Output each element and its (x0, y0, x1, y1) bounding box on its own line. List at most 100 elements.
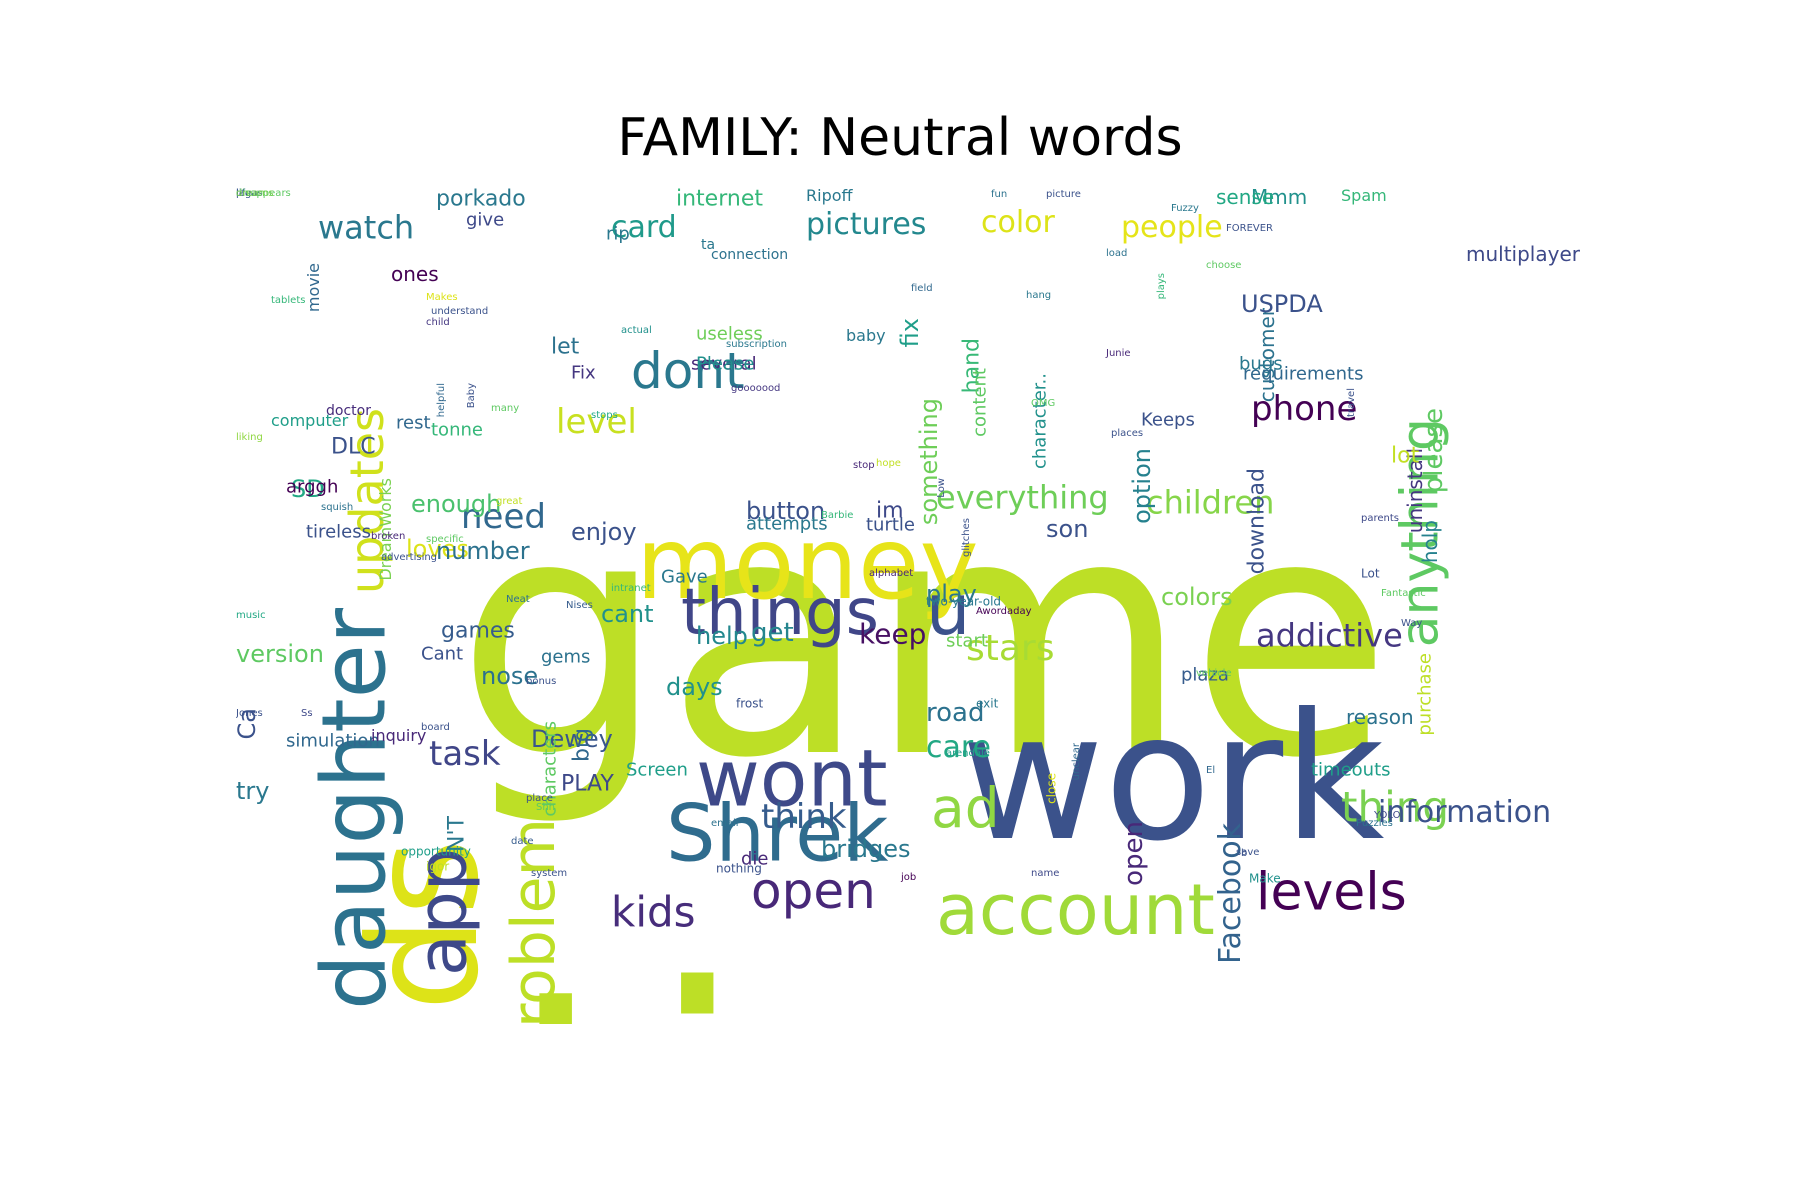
word-179: many (491, 403, 519, 414)
word-194: save (1236, 847, 1259, 858)
word-109: Please (696, 353, 754, 374)
word-100: Screen (626, 759, 688, 780)
word-45: get (751, 618, 794, 648)
word-129: doctor (326, 403, 371, 419)
word-69: version (236, 640, 324, 668)
word-56: bridges (821, 835, 911, 863)
word-136: music (236, 610, 266, 621)
word-148: frost (736, 697, 763, 711)
word-94: simulation (286, 730, 380, 751)
word-117: Ripoff (806, 188, 854, 205)
word-23: phone (1251, 389, 1357, 429)
word-195: life (236, 188, 251, 199)
word-26: children (1146, 484, 1274, 522)
word-135: great (496, 496, 523, 507)
word-189: fun (991, 189, 1007, 200)
word-98: attempts (746, 513, 828, 534)
word-187: places (1111, 428, 1143, 439)
word-3: ads (338, 838, 512, 1024)
word-50: uninstall (1403, 448, 1427, 533)
word-182: choose (1206, 260, 1241, 271)
word-143: stop (853, 460, 875, 471)
word-57: loves (406, 535, 469, 563)
word-84: PLAY (561, 772, 614, 797)
word-140: Barbie (821, 510, 853, 521)
word-13: ad (931, 776, 1000, 840)
word-141: hope (876, 458, 901, 469)
word-190: picture (1046, 189, 1081, 200)
chart-title: FAMILY: Neutral words (617, 108, 1183, 168)
word-41: fix (896, 318, 924, 347)
word-103: plaza (1181, 664, 1229, 685)
word-58: days (666, 673, 723, 701)
word-198: disappears (236, 188, 291, 199)
word-59: son (1046, 515, 1088, 543)
word-151: arendale (946, 748, 990, 759)
word-66: games (441, 619, 515, 644)
word-37: people (1121, 210, 1223, 245)
word-192: load (1106, 248, 1127, 259)
word-104: start (946, 630, 988, 651)
word-32: Facebook (1213, 822, 1248, 964)
word-155: parents (1361, 513, 1399, 524)
word-138: Neat (506, 594, 530, 605)
word-46: play (926, 580, 977, 608)
word-106: give (466, 209, 504, 230)
word-72: reason (1346, 705, 1414, 729)
word-169: date (511, 836, 534, 847)
word-21: stars (966, 628, 1055, 669)
word-110: content (969, 368, 990, 437)
word-40: something (915, 398, 943, 525)
word-121: connection (711, 247, 788, 263)
word-183: OMG (1031, 398, 1055, 409)
word-168: opportunity (401, 845, 471, 859)
word-153: vehicle (1196, 668, 1232, 679)
word-114: movie (304, 263, 323, 312)
word-88: useless (696, 323, 763, 344)
word-196: lag (236, 188, 251, 199)
word-150: close (1045, 773, 1059, 804)
word-36: color (981, 205, 1056, 240)
word-62: enjoy (571, 518, 637, 546)
word-52: information (1378, 795, 1551, 830)
word-4: money (636, 505, 979, 622)
word-83: N'T (445, 815, 470, 852)
word-20: thing (1341, 783, 1449, 832)
word-174: Ss (301, 708, 313, 719)
word-160: b (1241, 848, 1247, 859)
word-170: place (526, 793, 553, 804)
word-172: board (421, 722, 450, 733)
word-134: broken (371, 531, 405, 542)
word-142: alphabet (869, 568, 913, 579)
word-92: arggh (286, 476, 338, 497)
word-119: baby (846, 326, 886, 345)
word-133: advertising (381, 552, 437, 563)
word-173: bonus (526, 676, 556, 687)
word-144: Low (936, 478, 947, 498)
word-102: purchase (1414, 653, 1435, 736)
word-81: big (570, 728, 595, 762)
word-181: hang (1026, 290, 1051, 301)
word-95: Cant (421, 643, 463, 664)
word-89: Keeps (1141, 409, 1195, 430)
word-152: unclear (1071, 742, 1082, 780)
word-11: things (681, 576, 879, 650)
word-39: please (1419, 408, 1449, 493)
word-1: time (506, 912, 1319, 1024)
word-54: USPDA (1241, 290, 1323, 318)
word-82: Ca (236, 708, 261, 739)
word-55: button (746, 497, 825, 525)
word-178: Baby (466, 383, 477, 408)
word-163: job (900, 872, 916, 883)
word-177: helpful (436, 383, 447, 417)
word-6: wont (696, 734, 888, 824)
word-63: number (436, 537, 530, 565)
word-131: squish (321, 502, 353, 513)
word-90: tonne (431, 419, 483, 440)
word-139: Nises (566, 600, 593, 611)
word-157: El (1206, 765, 1215, 776)
word-97: characters (539, 721, 560, 817)
word-10: problem (499, 818, 569, 1024)
